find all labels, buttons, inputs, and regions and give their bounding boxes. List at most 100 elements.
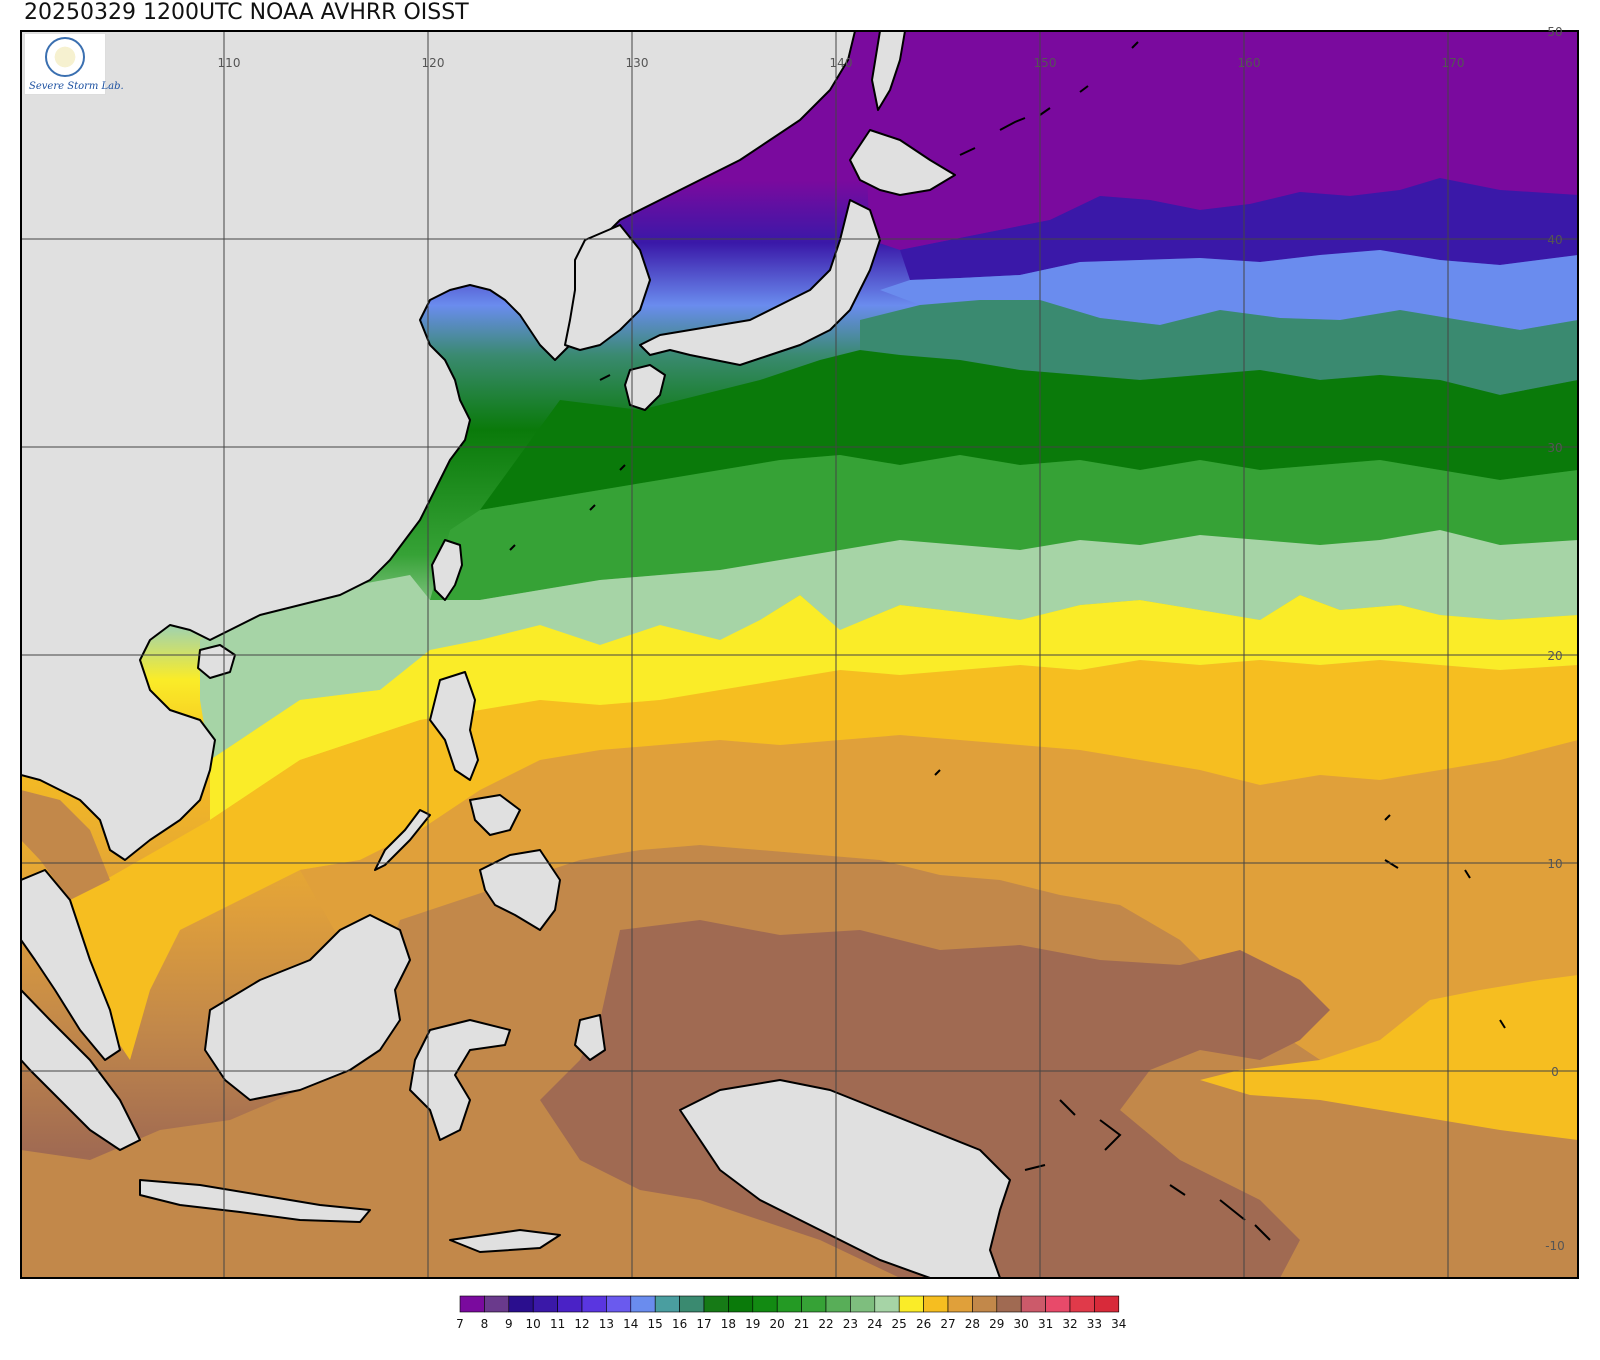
lat-label: 30 [1547, 441, 1562, 455]
lon-label: 160 [1238, 56, 1261, 70]
land-visayas [469, 794, 521, 836]
lat-label: 10 [1547, 857, 1562, 871]
small-islands [509, 41, 1506, 1241]
land-sumatra [21, 989, 141, 1151]
colorbar-swatch [801, 1295, 827, 1313]
colorbar-label: 26 [916, 1317, 931, 1331]
sst-band-scs-brown [21, 790, 110, 900]
land-borneo [204, 914, 411, 1101]
graticule [21, 31, 1578, 1278]
colorbar-label: 30 [1014, 1317, 1029, 1331]
colorbar-label: 8 [481, 1317, 489, 1331]
colorbar-swatch [972, 1295, 998, 1313]
severe-storm-lab-logo: Severe Storm Lab. [24, 33, 124, 95]
colorbar-swatch [654, 1295, 680, 1313]
sst-band-orange-east [1200, 975, 1578, 1140]
colorbar-swatch [484, 1295, 510, 1313]
colorbar-label: 10 [526, 1317, 541, 1331]
sst-band-blue [900, 178, 1578, 280]
land-sulawesi [409, 1019, 511, 1141]
colorbar-label: 9 [505, 1317, 513, 1331]
colorbar-swatch [1020, 1295, 1046, 1313]
colorbar-swatch [581, 1295, 607, 1313]
colorbar-swatch [776, 1295, 802, 1313]
lon-label: 130 [626, 56, 649, 70]
colorbar-label: 7 [456, 1317, 464, 1331]
land-japan-honshu [639, 199, 881, 366]
colorbar: 7 8 9 10 11 12 13 14 15 16 17 18 19 20 21 22 23 24 25 26 27 2… [456, 1295, 1126, 1331]
colorbar-swatch [679, 1295, 705, 1313]
colorbar-label: 27 [940, 1317, 955, 1331]
colorbar-swatch [728, 1295, 754, 1313]
colorbar-swatch [606, 1295, 632, 1313]
lon-labels: 110 120 130 140 150 160 170 [218, 56, 1465, 70]
sst-band-darkgreen [480, 350, 1578, 510]
land-malay-peninsula [21, 869, 121, 1061]
lon-label: 150 [1034, 56, 1057, 70]
colorbar-swatch [850, 1295, 876, 1313]
colorbar-label: 11 [550, 1317, 565, 1331]
colorbar-label: 23 [843, 1317, 858, 1331]
sst-band-lightblue [880, 250, 1578, 330]
colorbar-label: 20 [770, 1317, 785, 1331]
colorbar-label: 13 [599, 1317, 614, 1331]
land-palawan [374, 809, 431, 871]
colorbar-swatch [923, 1295, 949, 1313]
land-japan-hokkaido [849, 129, 956, 196]
land-korea [564, 224, 651, 351]
colorbar-label: 22 [818, 1317, 833, 1331]
colorbar-swatch [508, 1295, 534, 1313]
colorbar-swatch [996, 1295, 1022, 1313]
colorbar-swatch [874, 1295, 900, 1313]
colorbar-label: 12 [574, 1317, 589, 1331]
colorbar-label: 16 [672, 1317, 687, 1331]
sst-band-lightgreen [200, 530, 1578, 760]
land-halmahera [574, 1014, 606, 1061]
colorbar-label: 19 [745, 1317, 760, 1331]
lon-label: 120 [422, 56, 445, 70]
sst-band-orange [70, 660, 1578, 1060]
seal-icon [45, 37, 85, 77]
lon-label: 140 [830, 56, 853, 70]
colorbar-swatch [557, 1295, 583, 1313]
landmasses [21, 31, 1011, 1278]
land-mindanao [479, 849, 561, 931]
colorbar-swatch [825, 1295, 851, 1313]
land-hainan [197, 644, 236, 679]
colorbar-label: 33 [1087, 1317, 1102, 1331]
sst-band-green [430, 455, 1578, 600]
colorbar-label: 21 [794, 1317, 809, 1331]
map-frame [20, 30, 1579, 1279]
colorbar-label: 34 [1111, 1317, 1126, 1331]
colorbar-swatch [1045, 1295, 1071, 1313]
sst-band-darkbrown [540, 920, 1330, 1278]
lon-label: 170 [1442, 56, 1465, 70]
colorbar-swatch [1094, 1295, 1120, 1313]
sst-band-yellow [210, 595, 1578, 820]
logo-text: Severe Storm Lab. [29, 81, 124, 92]
colorbar-swatch [1069, 1295, 1095, 1313]
land-taiwan [431, 539, 463, 601]
colorbar-label: 25 [892, 1317, 907, 1331]
colorbar-swatch [459, 1295, 485, 1313]
colorbar-swatch [752, 1295, 778, 1313]
colorbar-swatch [630, 1295, 656, 1313]
colorbar-label: 18 [721, 1317, 736, 1331]
map-title: 20250329 1200UTC NOAA AVHRR OISST [24, 0, 469, 25]
colorbar-label: 15 [648, 1317, 663, 1331]
lat-label: 0 [1551, 1065, 1559, 1079]
colorbar-label: 17 [696, 1317, 711, 1331]
colorbar-label: 32 [1062, 1317, 1077, 1331]
lat-label: 20 [1547, 649, 1562, 663]
land-java [139, 1179, 371, 1223]
lat-label: -10 [1545, 1239, 1565, 1253]
colorbar-label: 29 [989, 1317, 1004, 1331]
lat-label: 40 [1547, 233, 1562, 247]
lat-labels: 50 40 30 20 10 0 -10 [1545, 25, 1565, 1253]
colorbar-label: 28 [965, 1317, 980, 1331]
land-new-guinea [679, 1079, 1011, 1278]
colorbar-label: 31 [1038, 1317, 1053, 1331]
land-luzon [429, 671, 479, 781]
colorbar-swatch [898, 1295, 924, 1313]
